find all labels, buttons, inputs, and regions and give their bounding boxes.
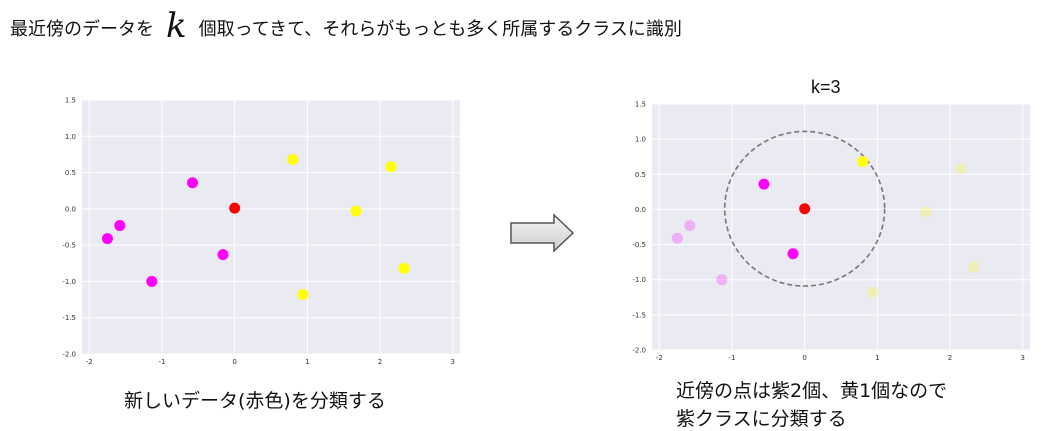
x-tick-label: -2 (656, 354, 663, 362)
neighborhood-circle (723, 130, 886, 287)
data-point-yellow (385, 161, 397, 173)
x-tick-label: 3 (1020, 354, 1024, 362)
data-point-new (799, 203, 811, 215)
x-tick-label: 3 (450, 358, 454, 366)
data-point-yellow (398, 262, 410, 274)
data-point-purple-far (671, 232, 683, 244)
data-point-purple (146, 275, 158, 287)
y-tick-label: -2.0 (632, 347, 646, 355)
data-point-new (229, 202, 241, 214)
right-plot-title: k=3 (811, 77, 841, 97)
x-tick-label: 0 (802, 354, 806, 362)
data-point-purple (186, 177, 198, 189)
right-arrow-icon (510, 213, 575, 253)
grid-lines (652, 103, 1030, 351)
x-tick-label: -1 (158, 358, 165, 366)
data-point-yellow (297, 288, 309, 300)
data-point-yellow (350, 205, 362, 217)
plot-area (82, 100, 460, 354)
y-tick-label: 0.5 (635, 171, 646, 179)
plot-area (652, 104, 1030, 350)
x-tick-label: 2 (948, 354, 952, 362)
x-tick-label: 0 (232, 358, 236, 366)
data-point-yellow-far (867, 286, 879, 298)
y-tick-label: -1.0 (62, 278, 76, 286)
right-caption-line-1: 近傍の点は紫2個、黄1個なので (676, 380, 948, 402)
heading-variable-k: k (166, 6, 187, 46)
data-point-yellow (287, 154, 299, 166)
data-point-purple-near (787, 248, 799, 260)
heading: 最近傍のデータを k 個取ってきて、それらがもっとも多く所属するクラスに識別 (10, 6, 682, 50)
x-tick-label: 1 (305, 358, 309, 366)
data-point-purple (101, 233, 113, 245)
right-caption-line-2: 紫クラスに分類する (676, 408, 847, 430)
x-tick-label: 2 (378, 358, 382, 366)
y-tick-label: 1.5 (65, 97, 76, 105)
y-tick-label: 1.0 (65, 133, 76, 141)
y-tick-label: -2.0 (62, 351, 76, 359)
data-point-yellow-far (968, 261, 980, 273)
heading-suffix: 個取ってきて、それらがもっとも多く所属するクラスに識別 (198, 19, 682, 40)
y-tick-label: 1.0 (635, 136, 646, 144)
y-tick-label: -0.5 (632, 241, 646, 249)
x-tick-label: -1 (728, 354, 735, 362)
y-tick-label: -1.0 (632, 276, 646, 284)
data-point-yellow-far (955, 163, 967, 175)
data-point-yellow-far (920, 206, 932, 218)
y-tick-label: 0.5 (65, 169, 76, 177)
data-point-yellow-near (857, 156, 869, 168)
data-point-purple-near (758, 178, 770, 190)
heading-prefix: 最近傍のデータを (10, 19, 154, 40)
y-tick-label: 1.5 (635, 101, 646, 109)
x-tick-label: 1 (875, 354, 879, 362)
left-caption: 新しいデータ(赤色)を分類する (124, 390, 386, 412)
data-point-purple-far (684, 220, 696, 232)
data-point-purple-far (716, 274, 728, 286)
grid-lines (82, 99, 460, 355)
y-tick-label: 0.0 (65, 205, 76, 213)
y-tick-label: -1.5 (62, 314, 76, 322)
y-tick-label: -0.5 (62, 242, 76, 250)
x-tick-label: -2 (86, 358, 93, 366)
data-point-purple (217, 249, 229, 261)
y-tick-label: 0.0 (635, 206, 646, 214)
y-tick-label: -1.5 (632, 311, 646, 319)
left-scatter-plot: -2 -1 0 1 2 3 1.5 1.0 0.5 0.0 -0.5 -1.0 -1.5 -2.0 (62, 97, 460, 366)
data-point-purple (114, 220, 126, 232)
right-scatter-plot: -2 -1 0 1 2 3 1.5 1.0 0.5 0.0 -0.5 -1.0 -1.5 -2.0 (632, 101, 1030, 362)
